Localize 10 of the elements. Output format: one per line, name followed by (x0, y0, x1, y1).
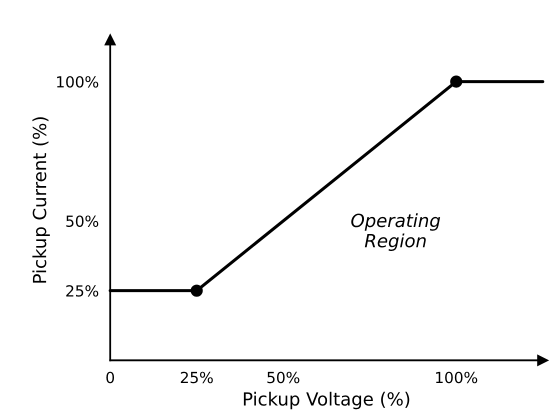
annotation: Operating Region (351, 213, 440, 251)
y-tick-label: 100% (57, 76, 98, 88)
x-tick-label: 25% (180, 372, 213, 384)
y-tick-label: 25% (66, 285, 98, 297)
x-tick-label: 50% (267, 372, 300, 384)
x-axis-title: Pickup Voltage (%) (244, 392, 410, 410)
y-tick-label: 50% (66, 215, 98, 227)
x-tick-label: 100% (436, 372, 478, 384)
x-tick-label: 0 (106, 372, 114, 384)
y-axis-title: Pickup Current (%) (32, 117, 50, 283)
